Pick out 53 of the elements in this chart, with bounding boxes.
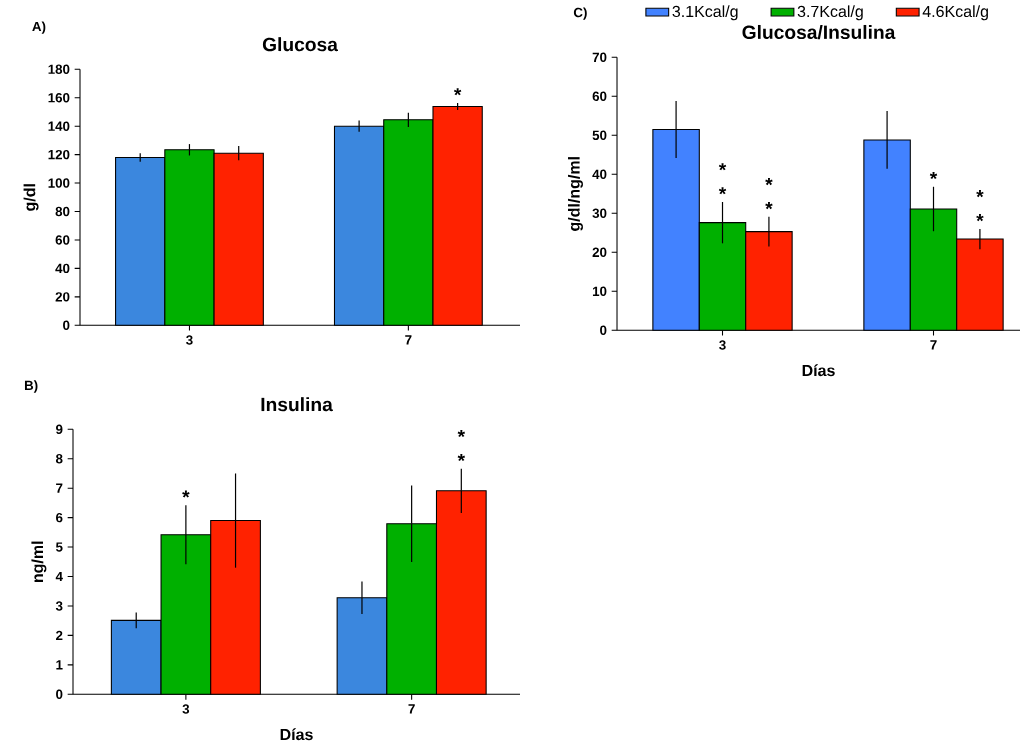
y-tick-label: 20	[55, 292, 70, 302]
data-label: *	[453, 88, 462, 96]
y-tick-label: 40	[592, 169, 607, 180]
y-tick-label: 30	[592, 208, 607, 219]
x-axis-title: Días	[802, 364, 835, 377]
legend-label: 3.7Kcal/g	[797, 5, 863, 21]
data-label: * *	[457, 430, 466, 462]
y-tick-label: 3	[55, 601, 63, 611]
y-tick-label: 7	[56, 483, 63, 493]
text: A)	[32, 21, 46, 35]
y-tick-label: 120	[48, 150, 70, 160]
y-tick-label: 80	[55, 206, 70, 217]
y-tick-label: 5	[55, 542, 63, 552]
y-tick-label: 0	[56, 689, 63, 700]
data-label: *	[929, 172, 938, 180]
y-tick-label: 60	[592, 91, 607, 102]
y-tick-label: 60	[55, 235, 70, 245]
legend-label: 4.6Kcal/g	[922, 5, 988, 21]
x-tick-label: 3	[186, 335, 193, 345]
y-tick-label: 4	[55, 572, 63, 582]
y-tick-label: 9	[56, 424, 63, 435]
y-tick-label: 160	[48, 93, 70, 103]
y-tick-label: 180	[48, 64, 70, 75]
text: B)	[24, 380, 38, 393]
chart-title: Insulina	[261, 397, 333, 412]
y-tick-label: 8	[55, 454, 63, 464]
data-label: *	[182, 490, 190, 498]
legend-label: 3.1Kcal/g	[672, 5, 738, 21]
y-tick-label: 100	[48, 178, 70, 188]
x-tick-label: 7	[405, 335, 412, 345]
y-tick-label: 0	[63, 320, 70, 331]
data-label: * *	[765, 178, 773, 210]
y-tick-label: 70	[592, 52, 607, 63]
x-tick-label: 7	[930, 340, 937, 350]
y-axis-title: g/dl/ng/ml	[568, 157, 583, 232]
y-tick-label: 10	[592, 286, 607, 297]
data-label: * *	[718, 163, 727, 195]
y-tick-label: 50	[592, 130, 607, 141]
text: C)	[573, 7, 587, 20]
y-tick-label: 2	[56, 630, 63, 641]
y-tick-label: 6	[56, 513, 63, 523]
y-tick-label: 1	[56, 660, 63, 670]
y-tick-label: 0	[600, 325, 607, 336]
x-tick-label: 3	[719, 340, 726, 350]
y-axis-title: g/dl	[23, 184, 39, 212]
x-axis-title: Días	[280, 728, 313, 741]
chart-title: Glucosa/Insulina	[742, 25, 896, 40]
data-label: * *	[976, 190, 984, 222]
y-tick-label: 20	[592, 247, 607, 258]
chart-title: Glucosa	[262, 37, 338, 52]
y-axis-title: ng/ml	[31, 541, 47, 583]
y-tick-label: 40	[55, 263, 70, 274]
y-tick-label: 140	[48, 121, 70, 132]
